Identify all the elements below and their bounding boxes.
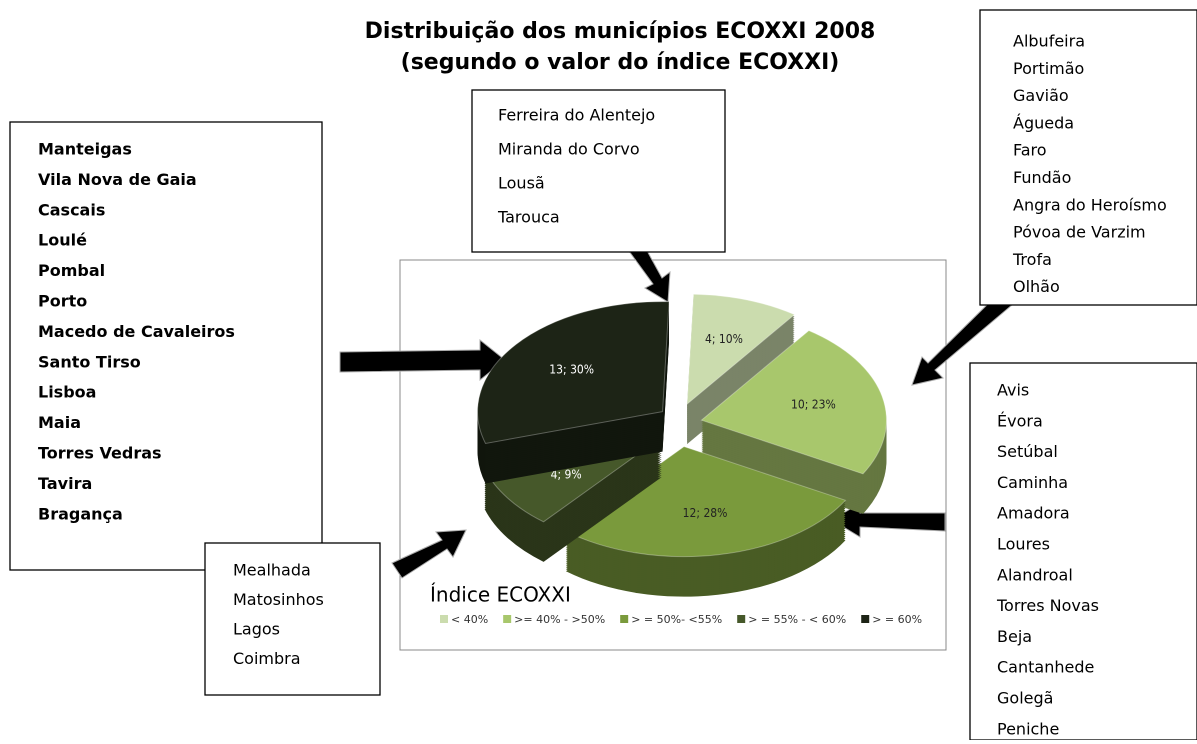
municipality: Angra do Heroísmo	[1013, 195, 1167, 214]
value-label: 4; 10%	[705, 332, 743, 346]
box-frame	[9, 121, 323, 571]
slice	[477, 301, 670, 445]
value-label: 10; 23%	[791, 398, 836, 412]
legend-label: < 40%	[451, 613, 488, 626]
municipality: Torres Novas	[996, 596, 1099, 615]
municipality: Ferreira do Alentejo	[498, 106, 655, 125]
legend-swatch	[440, 615, 448, 623]
text-box: Manteigas Vila Nova de Gaia Cascais Loulé Po…	[9, 121, 323, 571]
municipality: Coimbra	[233, 649, 301, 668]
municipality: Póvoa de Varzim	[1013, 223, 1146, 242]
arrow	[391, 529, 467, 579]
slice	[686, 293, 796, 406]
value-label: 13; 30%	[549, 362, 594, 376]
text-box: Avis Évora Setúbal Caminha Amadora Loures Alan…	[969, 362, 1197, 741]
legend-title: Índice ECOXXI	[430, 583, 571, 607]
municipality: Évora	[997, 411, 1043, 430]
municipality: Peniche	[997, 719, 1059, 738]
municipality: Beja	[997, 627, 1032, 646]
municipality: Lagos	[233, 620, 280, 639]
slice	[564, 446, 847, 558]
municipality: Águeda	[1013, 113, 1074, 132]
legend-label: > = 60%	[872, 613, 922, 626]
municipality: Bragança	[38, 504, 123, 523]
chart-title: Distribuição dos municípios ECOXXI 2008	[365, 19, 876, 44]
legend-swatch	[861, 615, 870, 623]
municipality: Portimão	[1013, 59, 1084, 78]
municipality: Torres Vedras	[38, 444, 162, 463]
box-frame	[204, 542, 381, 696]
legend-swatch	[737, 615, 746, 623]
legend-label: > = 55% - < 60%	[748, 613, 846, 626]
municipality: Amadora	[997, 504, 1070, 523]
municipality: Cascais	[38, 200, 105, 219]
value-label: 12; 28%	[683, 506, 728, 520]
municipality: Alandroal	[997, 565, 1073, 584]
text-box: Albufeira Portimão Gavião Águeda Faro Fundão A…	[979, 9, 1197, 306]
municipality: Fundão	[1013, 168, 1071, 187]
municipality: Manteigas	[38, 140, 132, 159]
municipality: Golegã	[997, 689, 1053, 708]
municipality: Porto	[38, 292, 87, 311]
municipality: Pombal	[38, 261, 105, 280]
municipality: Maia	[38, 413, 81, 432]
legend-swatch	[503, 615, 512, 623]
municipality: Mealhada	[233, 561, 311, 580]
arrow	[911, 291, 1013, 386]
municipality: Santo Tirso	[38, 352, 141, 371]
municipality: Faro	[1013, 141, 1047, 160]
municipality: Matosinhos	[233, 590, 324, 609]
municipality: Olhão	[1013, 277, 1060, 296]
text-box: Ferreira do Alentejo Miranda do Corvo Lous…	[471, 89, 726, 253]
legend-label: > = 50%- <55%	[631, 613, 722, 626]
arrows	[339, 237, 1013, 579]
legend-label: >= 40% - >50%	[514, 613, 605, 626]
municipality: Gavião	[1013, 86, 1069, 105]
box-frame	[471, 89, 726, 253]
municipality: Macedo de Cavaleiros	[38, 322, 235, 341]
municipality: Lousã	[498, 174, 545, 193]
municipality: Cantanhede	[997, 658, 1094, 677]
value-label: 4; 9%	[551, 467, 582, 481]
municipality: Setúbal	[997, 442, 1058, 461]
municipality: Miranda do Corvo	[498, 140, 640, 159]
chart-subtitle: (segundo o valor do índice ECOXXI)	[401, 50, 840, 75]
box-frame	[969, 362, 1197, 741]
municipality: Vila Nova de Gaia	[38, 170, 197, 189]
legend-swatch	[620, 615, 629, 623]
municipality: Loures	[997, 535, 1050, 554]
slice	[700, 330, 887, 475]
municipality: Tarouca	[497, 208, 560, 227]
municipality: Trofa	[1012, 250, 1052, 269]
municipality: Loulé	[38, 231, 87, 250]
text-box: Mealhada Matosinhos Lagos Coimbra	[204, 542, 381, 696]
municipality: Tavira	[38, 474, 92, 493]
box-frame	[979, 9, 1197, 306]
municipality: Avis	[997, 381, 1029, 400]
municipality: Albufeira	[1013, 32, 1085, 51]
municipality: Caminha	[997, 473, 1068, 492]
municipality: Lisboa	[38, 383, 96, 402]
